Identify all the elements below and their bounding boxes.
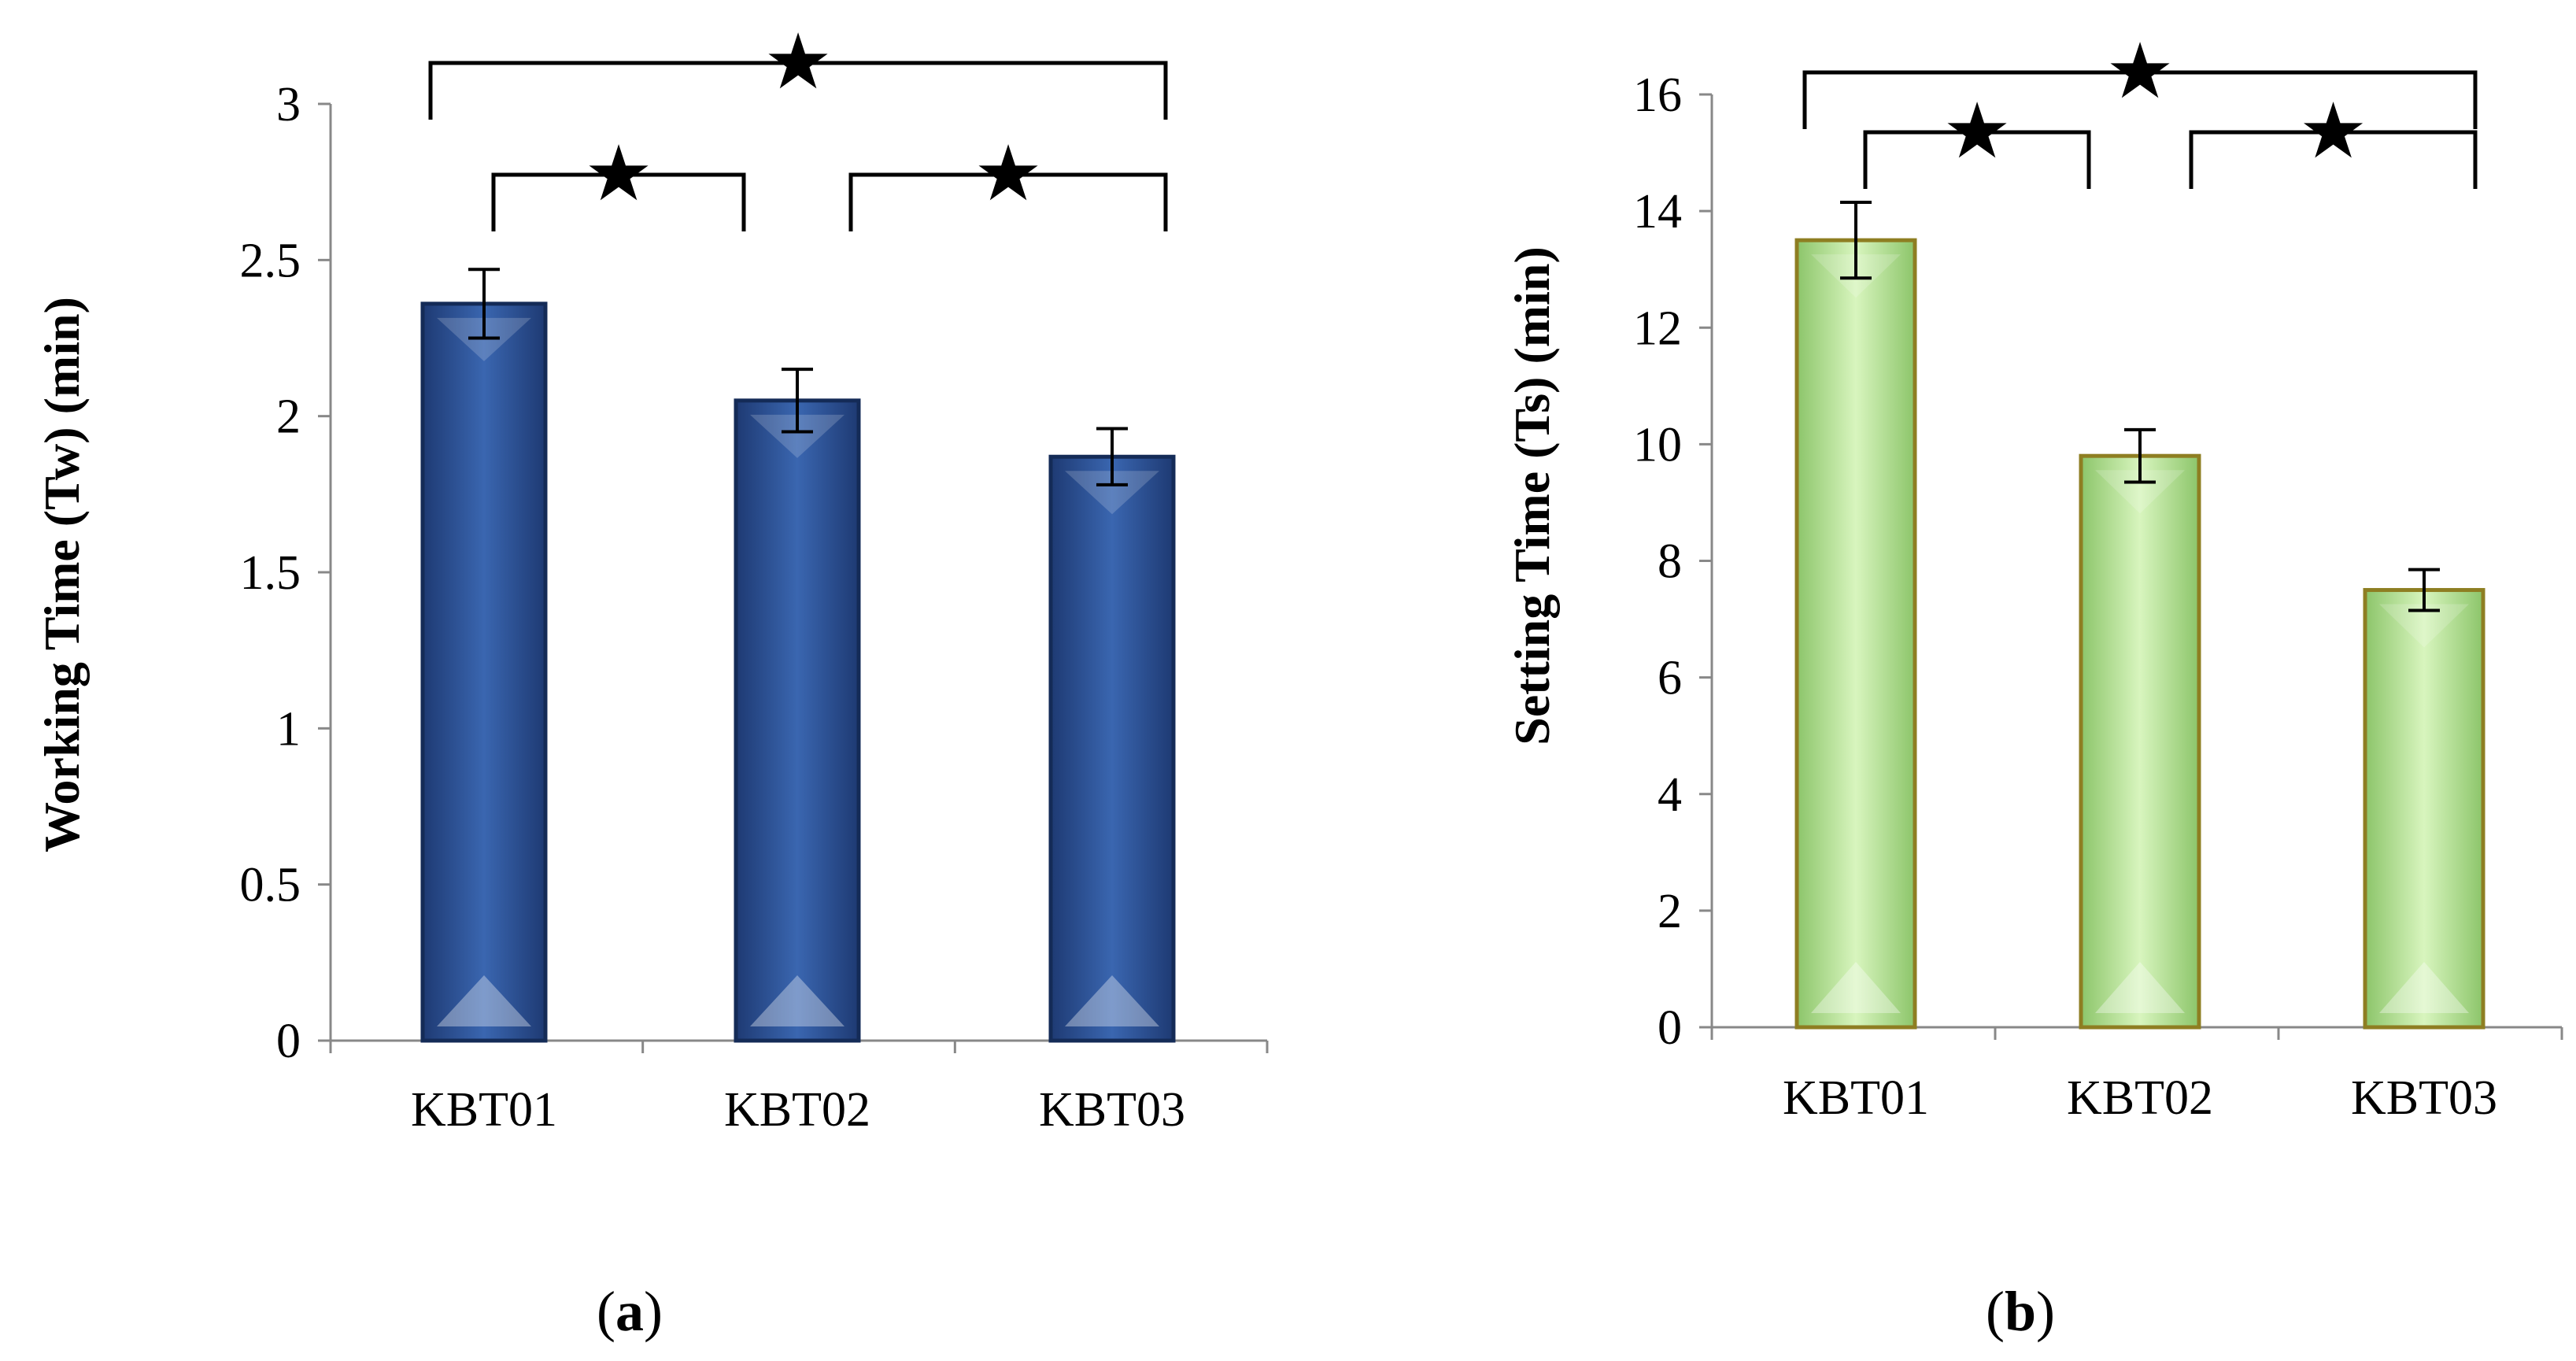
- bar-bevel-top: [2379, 604, 2469, 648]
- significance-bracket: [2189, 130, 2478, 189]
- significance-bracket: [428, 61, 1168, 120]
- panel-label-a: (a): [597, 1280, 663, 1343]
- bar-bevel-top: [2095, 470, 2185, 514]
- y-axis-title: Working Time (Tw) (min): [34, 297, 90, 852]
- significance-star: ★: [2105, 30, 2175, 115]
- y-tick-label: 2: [276, 390, 301, 444]
- y-tick-label: 0: [1658, 1001, 1682, 1055]
- significance-brackets: ★ ★ ★: [1802, 30, 2478, 189]
- y-tick-label: 8: [1658, 535, 1682, 589]
- bar-series: KBT01 KBT02 KBT03: [1783, 238, 2497, 1125]
- y-tick-label: 14: [1633, 185, 1682, 239]
- x-category-label: KBT02: [724, 1083, 870, 1137]
- y-tick-label: 0.5: [240, 859, 301, 912]
- y-tick-label: 10: [1633, 418, 1682, 472]
- bar-bevel-bottom: [750, 975, 844, 1026]
- bar-kbt03: [2363, 588, 2485, 1030]
- y-tick-label: 1.5: [240, 546, 301, 600]
- x-category-label: KBT02: [2067, 1071, 2213, 1125]
- bar-kbt02: [2079, 453, 2201, 1030]
- significance-star: ★: [763, 20, 833, 105]
- x-category-label: KBT01: [411, 1083, 557, 1137]
- bar-series: KBT01 KBT02 KBT03: [411, 301, 1185, 1137]
- y-axis-title: Setting Time (Ts) (min): [1504, 246, 1560, 745]
- significance-star: ★: [974, 132, 1043, 217]
- panel-label-b: (b): [1986, 1280, 2055, 1343]
- bar-bevel-bottom: [2095, 962, 2185, 1013]
- bar-bevel-top: [1065, 471, 1159, 515]
- significance-brackets: ★ ★ ★: [428, 20, 1168, 231]
- bar-kbt03: [1048, 454, 1176, 1043]
- bar-bevel-bottom: [1811, 962, 1901, 1013]
- y-axis-ticks: 0 2 4 6 8 10 12 14 16: [1633, 68, 1712, 1055]
- significance-star: ★: [2299, 90, 2368, 175]
- error-bars: [468, 268, 1128, 486]
- panel-label-b-letter: b: [2005, 1280, 2036, 1343]
- y-tick-label: 2.5: [240, 234, 301, 287]
- bar-kbt01: [1794, 238, 1917, 1030]
- chart-panel-a: 0 0.5 1 1.5 2 2.5 3 KBT01 KBT02 KBT03 ★ ★ ★ Workin…: [34, 20, 1269, 1343]
- significance-bracket: [848, 172, 1168, 231]
- x-category-label: KBT01: [1783, 1071, 1929, 1125]
- y-axis-ticks: 0 0.5 1 1.5 2 2.5 3: [240, 78, 331, 1068]
- y-tick-label: 16: [1633, 68, 1682, 122]
- significance-bracket: [491, 172, 746, 231]
- significance-bracket: [1863, 130, 2091, 189]
- significance-bracket: [1802, 70, 2478, 129]
- error-bars: [1840, 201, 2440, 612]
- bar-kbt01: [420, 301, 548, 1043]
- bar-bevel-bottom: [1065, 975, 1159, 1026]
- bar-kbt02: [734, 398, 861, 1043]
- y-tick-label: 6: [1658, 652, 1682, 705]
- y-tick-label: 4: [1658, 768, 1682, 822]
- bar-bevel-bottom: [2379, 962, 2469, 1013]
- chart-panel-b: 0 2 4 6 8 10 12 14 16 KBT01 KBT02 KBT03 ★ ★ ★ Settin…: [1504, 30, 2563, 1343]
- y-tick-label: 1: [276, 702, 301, 756]
- y-tick-label: 2: [1658, 885, 1682, 938]
- significance-star: ★: [1942, 90, 2012, 175]
- y-tick-label: 3: [276, 78, 301, 131]
- y-tick-label: 0: [276, 1015, 301, 1068]
- bar-bevel-top: [750, 414, 844, 458]
- y-tick-label: 12: [1633, 301, 1682, 355]
- x-category-label: KBT03: [2351, 1071, 2497, 1125]
- x-category-label: KBT03: [1039, 1083, 1185, 1137]
- bar-bevel-bottom: [437, 975, 531, 1026]
- significance-star: ★: [584, 132, 653, 217]
- panel-label-a-letter: a: [615, 1280, 644, 1343]
